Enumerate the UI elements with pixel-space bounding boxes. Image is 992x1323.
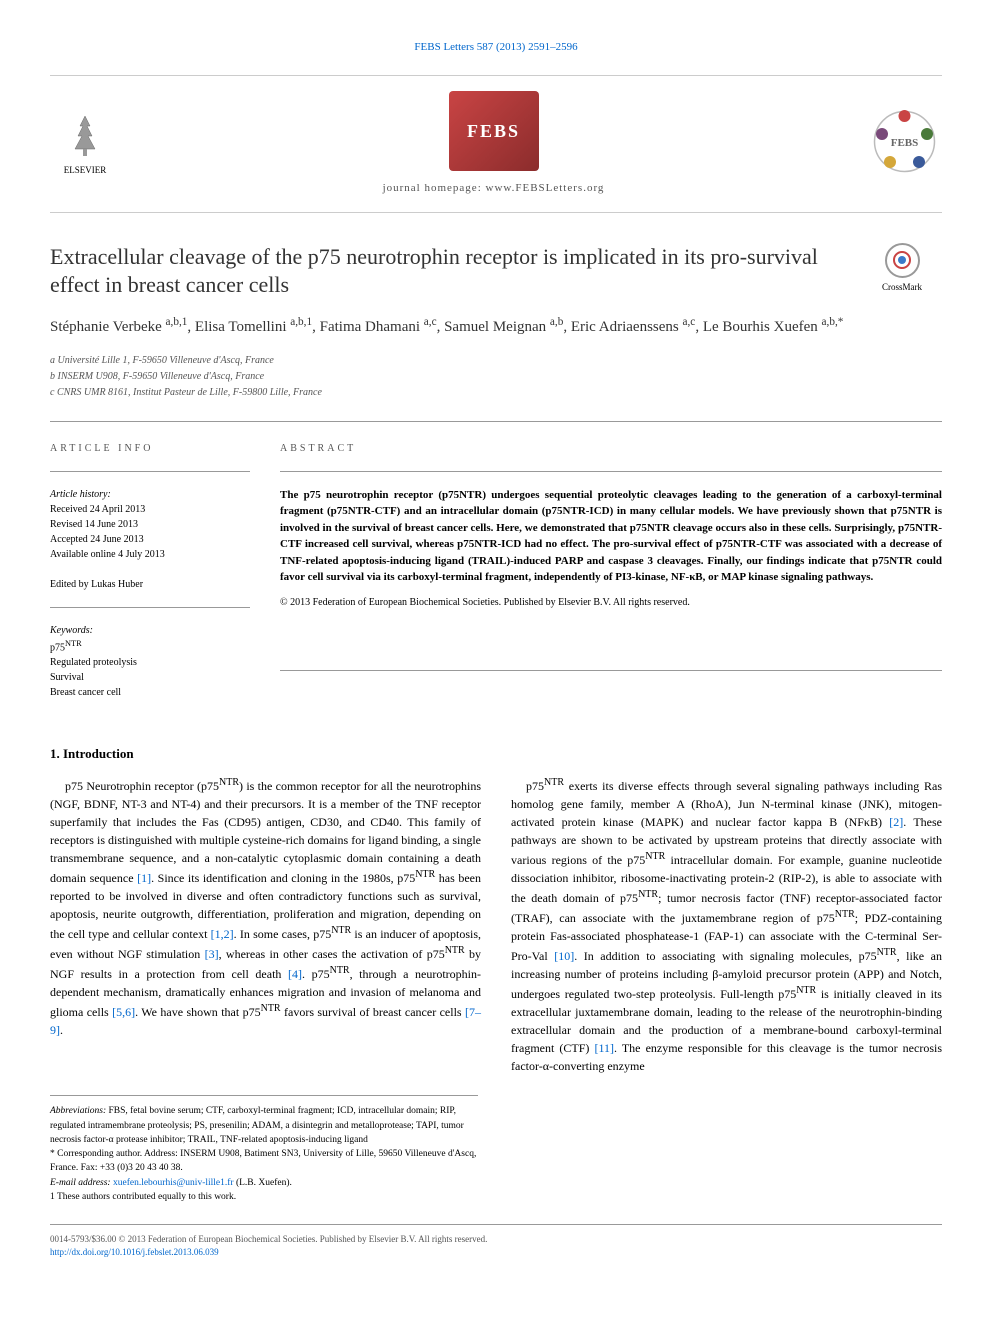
article-title: Extracellular cleavage of the p75 neurot… xyxy=(50,243,842,300)
journal-center: FEBS journal homepage: www.FEBSLetters.o… xyxy=(120,91,867,196)
article-info-sidebar: ARTICLE INFO Article history: Received 2… xyxy=(50,442,250,715)
febs-society-logo[interactable]: FEBS xyxy=(867,104,942,184)
affiliations: a Université Lille 1, F-59650 Villeneuve… xyxy=(50,353,942,401)
elsevier-logo[interactable]: ELSEVIER xyxy=(50,104,120,184)
section-heading-intro: 1. Introduction xyxy=(50,745,942,763)
abstract-text: The p75 neurotrophin receptor (p75NTR) u… xyxy=(280,487,942,586)
svg-text:FEBS: FEBS xyxy=(891,137,919,149)
body-text: p75 Neurotrophin receptor (p75NTR) is th… xyxy=(50,775,942,1075)
abstract-heading: ABSTRACT xyxy=(280,442,942,456)
footnotes: Abbreviations: FBS, fetal bovine serum; … xyxy=(50,1095,478,1204)
abstract-copyright: © 2013 Federation of European Biochemica… xyxy=(280,596,942,610)
citation-link[interactable]: FEBS Letters 587 (2013) 2591–2596 xyxy=(50,40,942,55)
abstract-column: ABSTRACT The p75 neurotrophin receptor (… xyxy=(280,442,942,715)
keywords-block: Keywords: p75NTRRegulated proteolysisSur… xyxy=(50,623,250,700)
febs-logo: FEBS xyxy=(449,91,539,171)
journal-homepage[interactable]: journal homepage: www.FEBSLetters.org xyxy=(120,181,867,196)
elsevier-tree-icon xyxy=(60,111,110,161)
divider xyxy=(50,421,942,422)
corresponding-email[interactable]: xuefen.lebourhis@univ-lille1.fr xyxy=(113,1178,234,1188)
authors: Stéphanie Verbeke a,b,1, Elisa Tomellini… xyxy=(50,315,942,338)
journal-banner: ELSEVIER FEBS journal homepage: www.FEBS… xyxy=(50,75,942,212)
doi-link[interactable]: http://dx.doi.org/10.1016/j.febslet.2013… xyxy=(50,1246,942,1259)
article-history: Article history: Received 24 April 2013R… xyxy=(50,487,250,562)
edited-by: Edited by Lukas Huber xyxy=(50,577,250,592)
page-footer: 0014-5793/$36.00 © 2013 Federation of Eu… xyxy=(50,1224,942,1258)
elsevier-label: ELSEVIER xyxy=(64,164,107,177)
crossmark-badge[interactable]: CrossMark xyxy=(862,243,942,294)
crossmark-icon xyxy=(885,243,920,278)
article-info-heading: ARTICLE INFO xyxy=(50,442,250,456)
